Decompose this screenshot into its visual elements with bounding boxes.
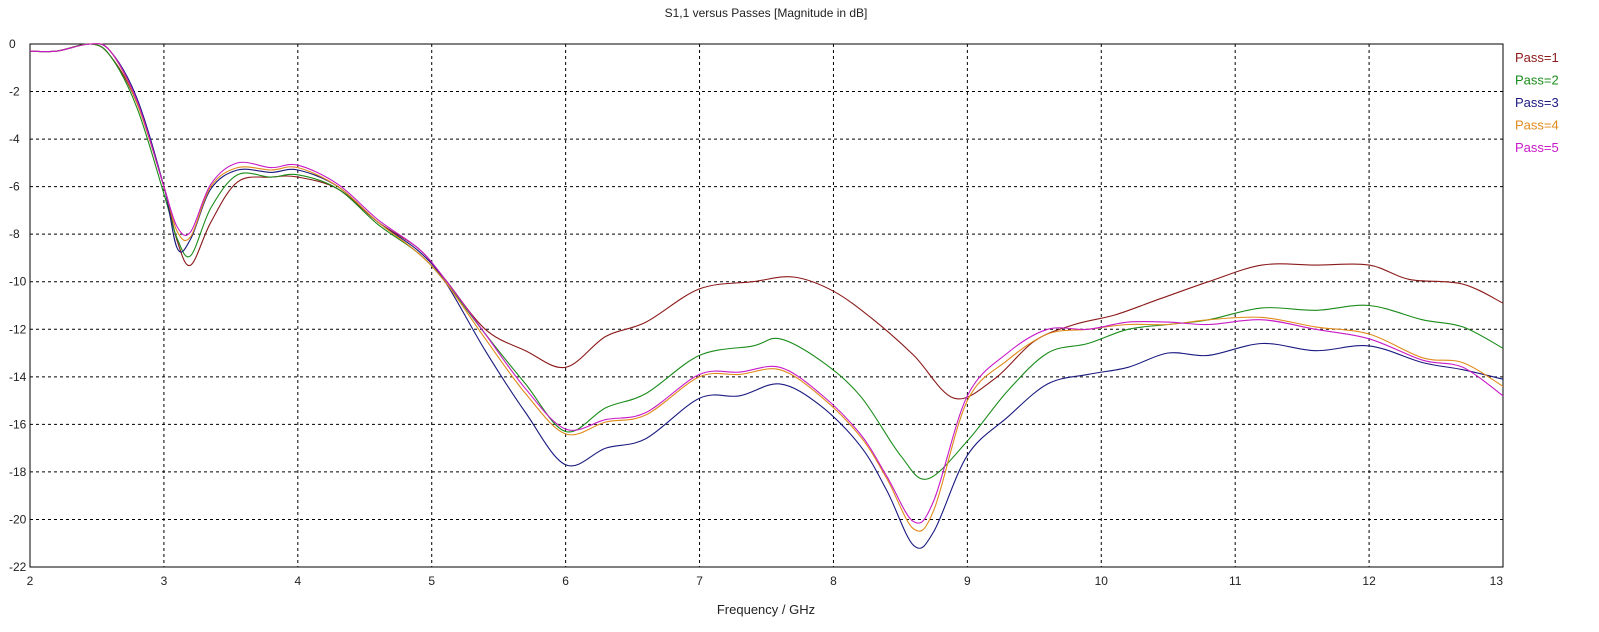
- y-tick-label: -6: [9, 180, 20, 194]
- x-tick-label: 4: [294, 574, 301, 588]
- x-tick-label: 5: [428, 574, 435, 588]
- y-tick-label: -12: [9, 322, 27, 336]
- y-tick-label: -8: [9, 227, 20, 241]
- y-tick-label: -4: [9, 132, 20, 146]
- x-axis-label: Frequency / GHz: [717, 602, 815, 617]
- x-tick-label: 12: [1362, 574, 1376, 588]
- series-line-4: [29, 43, 1504, 532]
- x-tick-label: 13: [1490, 574, 1504, 588]
- x-axis: 2 3 4 5 6 7 8 9 10 11 12 13: [27, 574, 1504, 588]
- legend-item-4: Pass=4: [1515, 118, 1559, 133]
- legend-item-3: Pass=3: [1515, 95, 1559, 110]
- y-tick-label: -2: [9, 85, 20, 99]
- y-tick-label: -18: [9, 465, 27, 479]
- chart-title: S1,1 versus Passes [Magnitude in dB]: [665, 6, 868, 20]
- y-tick-label: -22: [9, 560, 27, 574]
- legend-item-5: Pass=5: [1515, 140, 1559, 155]
- legend-item-2: Pass=2: [1515, 73, 1559, 88]
- series-lines: [29, 43, 1504, 549]
- legend: Pass=1 Pass=2 Pass=3 Pass=4 Pass=5: [1515, 50, 1559, 155]
- x-tick-label: 10: [1095, 574, 1109, 588]
- x-tick-label: 11: [1229, 574, 1242, 588]
- series-line-3: [29, 43, 1504, 549]
- y-tick-label: -20: [9, 512, 27, 526]
- x-tick-label: 6: [562, 574, 569, 588]
- y-tick-label: 0: [9, 37, 16, 51]
- x-tick-label: 9: [964, 574, 971, 588]
- legend-item-1: Pass=1: [1515, 50, 1559, 65]
- y-tick-label: -10: [9, 275, 27, 289]
- series-line-5: [29, 43, 1504, 524]
- y-tick-label: -16: [9, 417, 27, 431]
- y-tick-label: -14: [9, 370, 27, 384]
- x-tick-label: 3: [161, 574, 168, 588]
- x-tick-label: 8: [830, 574, 837, 588]
- y-axis: 0 -2 -4 -6 -8 -10 -12 -14 -16 -18 -20 -22: [9, 37, 27, 574]
- x-tick-label: 2: [27, 574, 34, 588]
- plot-area: [29, 43, 1504, 568]
- x-tick-label: 7: [696, 574, 703, 588]
- series-line-1: [29, 43, 1504, 400]
